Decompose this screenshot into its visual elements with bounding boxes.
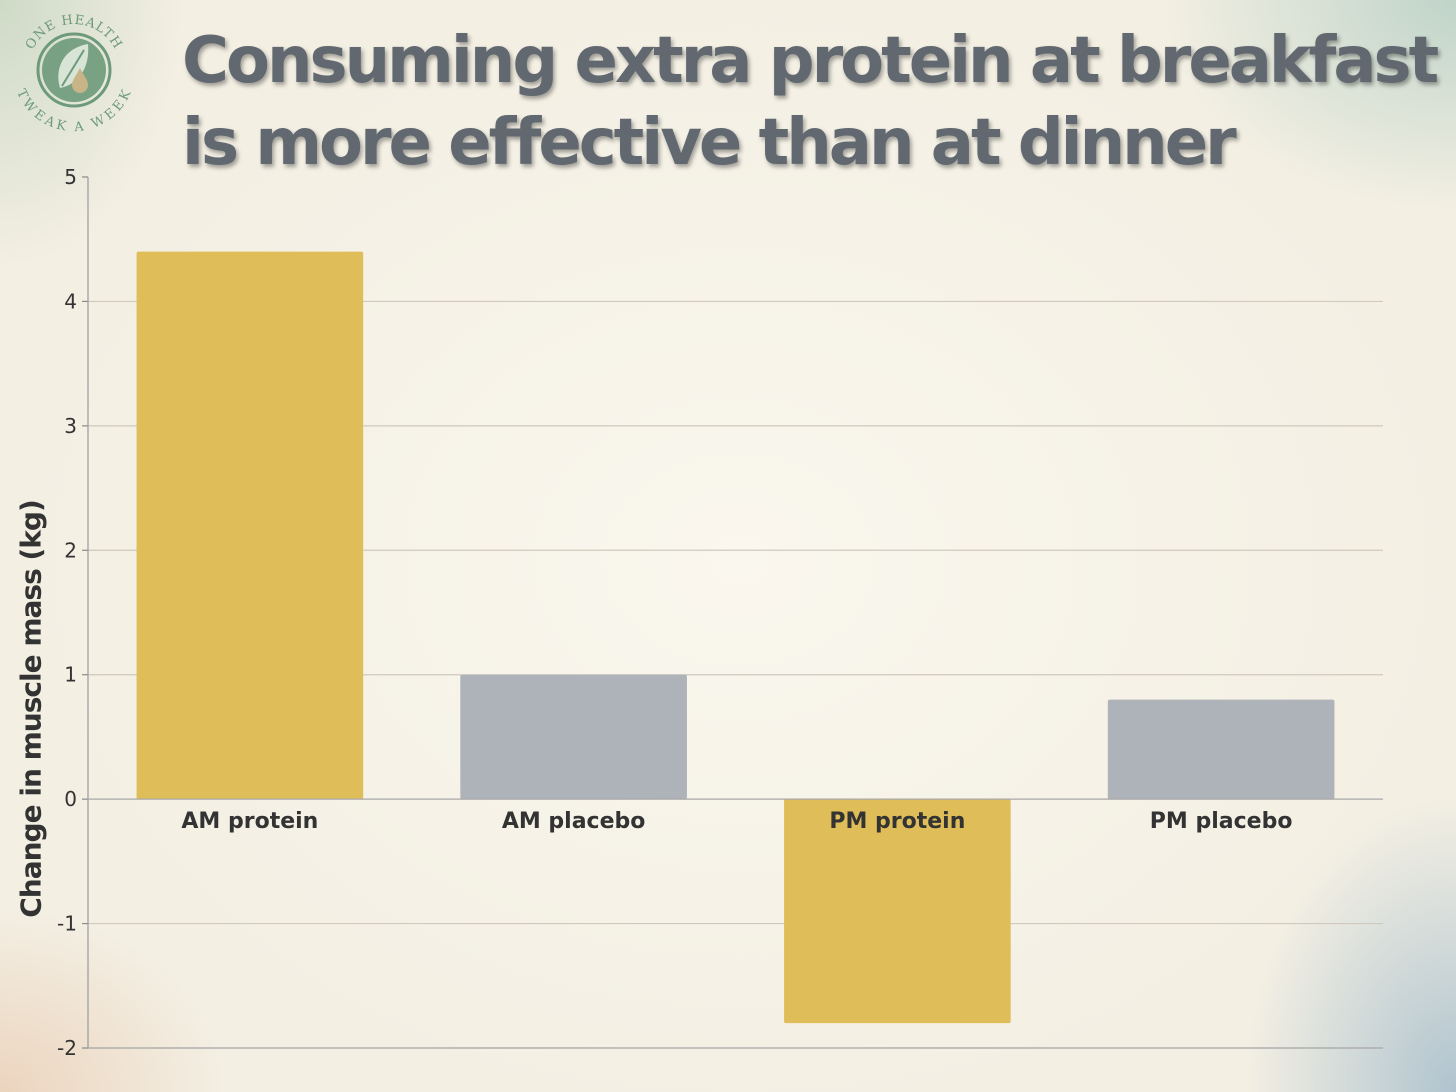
y-tick-label: 2 [64,538,77,562]
chart-title-line-2: is more effective than at dinner [182,106,1237,180]
bars [136,251,1335,1024]
bar-pm-placebo [1107,699,1335,800]
y-tick-label: -2 [57,1036,77,1060]
chart-title: Consuming extra protein at breakfast is … [182,20,1439,184]
chart-title-line-1: Consuming extra protein at breakfast [182,24,1439,98]
y-tick-label: 4 [64,289,77,313]
x-category-label: PM protein [829,809,965,834]
x-category-label: AM protein [181,809,318,834]
y-tick-label: -1 [57,912,77,936]
y-tick-label: 0 [64,787,77,811]
drop-icon [72,68,88,93]
axes [82,176,1383,1049]
y-tick-label: 3 [64,414,77,438]
bar-pm-protein [784,799,1011,1024]
x-category-label: AM placebo [502,809,646,834]
labels: 5 4 3 2 1 0 -1 -2 AM protein AM placebo PM protein… [57,165,1292,1060]
bar-am-protein [136,251,364,800]
bar-am-placebo [460,674,687,800]
x-category-label: PM placebo [1150,809,1293,834]
y-tick-label: 1 [64,663,77,687]
y-tick-label: 5 [64,165,77,189]
one-health-tweak-a-week-logo: ONE HEALTH TWEAK A WEEK [13,13,134,132]
logo-ring [36,32,112,108]
